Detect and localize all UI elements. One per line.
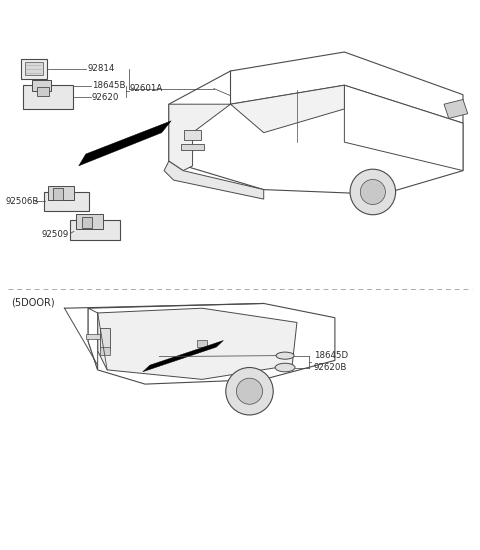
Text: 92814: 92814 xyxy=(87,64,115,73)
Polygon shape xyxy=(230,85,344,133)
Circle shape xyxy=(360,179,385,205)
Bar xyxy=(24,62,43,75)
Bar xyxy=(197,340,207,348)
Bar xyxy=(86,334,100,339)
Bar xyxy=(180,144,204,150)
Bar xyxy=(76,214,103,228)
Ellipse shape xyxy=(276,352,294,359)
Polygon shape xyxy=(88,308,97,370)
Circle shape xyxy=(350,169,396,214)
Bar xyxy=(44,192,89,211)
Polygon shape xyxy=(97,308,297,380)
Circle shape xyxy=(237,378,263,404)
Bar xyxy=(23,85,73,109)
Bar xyxy=(37,87,49,96)
Polygon shape xyxy=(88,304,335,384)
Text: (5DOOR): (5DOOR) xyxy=(12,298,55,308)
Text: 92601A: 92601A xyxy=(130,84,163,93)
Bar xyxy=(21,59,47,79)
Bar xyxy=(100,328,109,350)
Text: 92620: 92620 xyxy=(92,92,120,102)
Polygon shape xyxy=(169,71,463,194)
Polygon shape xyxy=(169,104,230,170)
Bar xyxy=(82,217,92,228)
Text: 92506B: 92506B xyxy=(5,197,38,206)
Bar xyxy=(71,220,120,240)
Polygon shape xyxy=(444,100,468,118)
Text: 18645B: 18645B xyxy=(92,81,125,90)
Bar xyxy=(48,186,74,200)
Text: 18645D: 18645D xyxy=(313,351,348,360)
Polygon shape xyxy=(79,121,171,166)
Bar xyxy=(184,130,201,140)
Ellipse shape xyxy=(275,363,295,372)
Polygon shape xyxy=(143,340,223,372)
Bar xyxy=(32,80,51,91)
Circle shape xyxy=(226,367,273,415)
Polygon shape xyxy=(344,85,463,170)
Text: 92620B: 92620B xyxy=(313,363,347,372)
Polygon shape xyxy=(230,52,463,123)
Bar xyxy=(53,188,63,200)
Polygon shape xyxy=(164,161,264,199)
Text: 92509: 92509 xyxy=(42,230,69,239)
Bar xyxy=(100,347,109,355)
